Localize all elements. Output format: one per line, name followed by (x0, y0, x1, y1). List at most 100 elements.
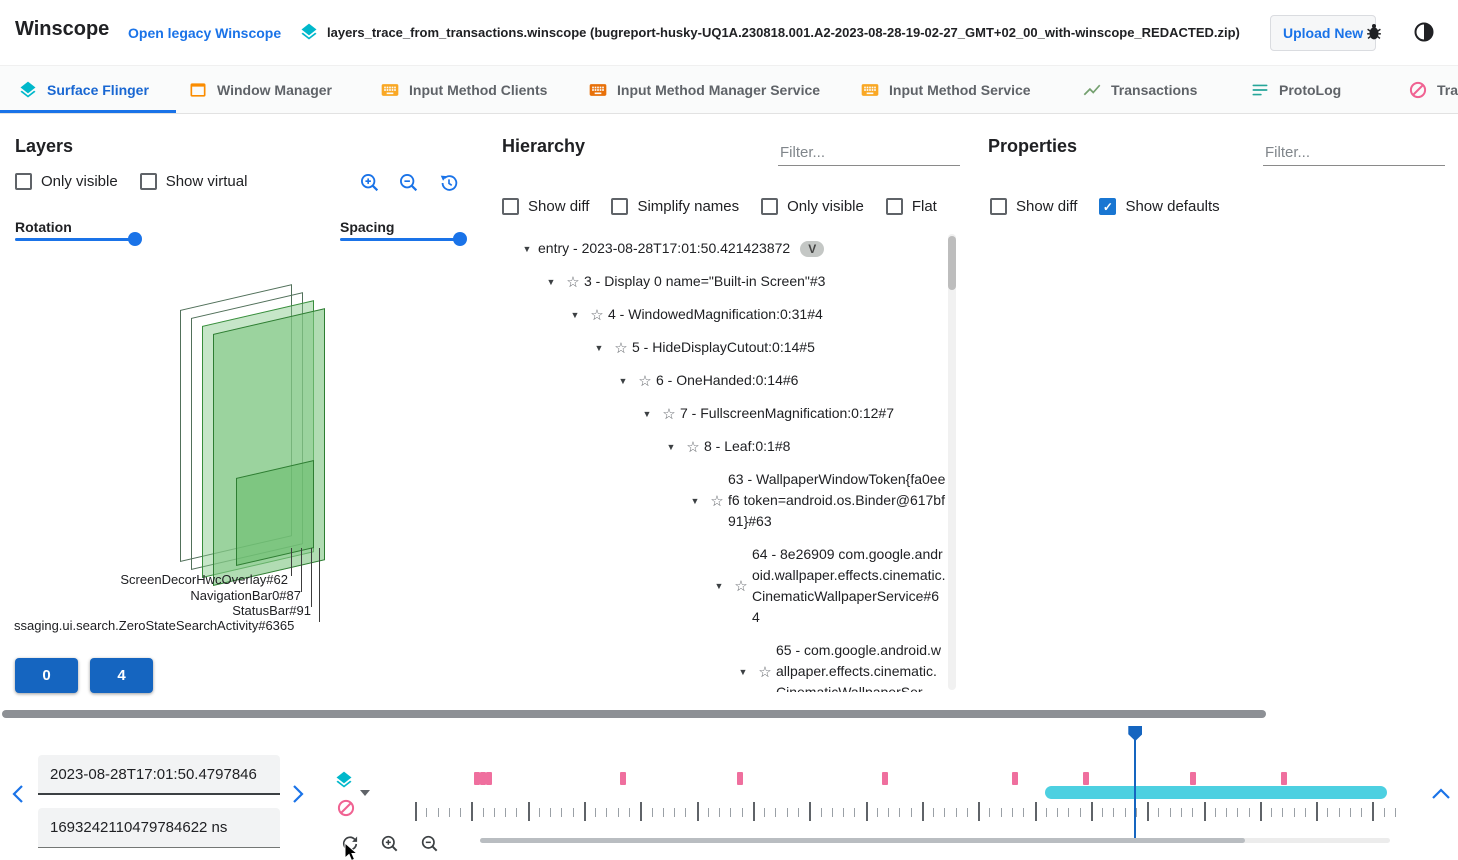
star-icon[interactable]: ☆ (686, 438, 700, 456)
upload-new-button[interactable]: Upload New (1270, 15, 1377, 51)
tree-node[interactable]: ▼ ☆ 3 - Display 0 name="Built-in Screen"… (502, 265, 946, 298)
scrollbar-thumb[interactable] (948, 236, 956, 290)
trace-event-mark[interactable] (1011, 772, 1018, 785)
star-icon[interactable]: ☆ (734, 578, 748, 595)
layers-trace-icon[interactable] (334, 770, 354, 790)
timeline-selection-bar[interactable] (1045, 786, 1388, 799)
scrollbar-thumb[interactable] (480, 838, 1245, 843)
tree-node[interactable]: ▼ ☆ 8 - Leaf:0:1#8 (502, 430, 946, 463)
tree-node[interactable]: ▼ ☆ 65 - com.google.android.wallpaper.ef… (502, 634, 946, 692)
trace-event-mark[interactable] (485, 772, 492, 785)
tab-input-method-clients[interactable]: Input Method Clients (380, 66, 547, 113)
expand-caret-icon[interactable]: ▼ (642, 408, 652, 419)
bug-report-icon[interactable] (1363, 21, 1385, 43)
ruler-tick (1338, 808, 1340, 817)
show-diff-checkbox[interactable]: Show diff (990, 198, 1077, 215)
tree-node[interactable]: ▼ ☆ 4 - WindowedMagnification:0:31#4 (502, 298, 946, 331)
ruler-tick (843, 808, 845, 817)
timeline-canvas[interactable] (415, 726, 1396, 848)
trace-tabbar: Surface Flinger Window Manager Input Met… (0, 65, 1458, 114)
tab-transactions[interactable]: Transactions (1082, 66, 1197, 113)
timeline-cursor-flag[interactable] (1128, 726, 1143, 741)
timeline-scrollbar[interactable] (480, 838, 1390, 843)
zoom-out-icon[interactable] (398, 172, 420, 194)
timeline-zoom-out-icon[interactable] (420, 834, 440, 854)
expand-caret-icon[interactable]: ▼ (522, 243, 532, 254)
next-entry-chevron-icon[interactable] (290, 784, 306, 804)
tab-window-manager[interactable]: Window Manager (188, 66, 332, 113)
list-icon (1250, 80, 1270, 100)
zoom-in-icon[interactable] (359, 172, 381, 194)
refresh-zoom-icon[interactable] (340, 834, 360, 854)
only-visible-checkbox[interactable]: Only visible (761, 198, 864, 215)
reset-view-icon[interactable] (438, 172, 460, 194)
slider-thumb[interactable] (453, 232, 467, 246)
tab-protolog[interactable]: ProtoLog (1250, 66, 1341, 113)
tree-node-label: entry - 2023-08-28T17:01:50.421423872 (538, 240, 791, 256)
expand-caret-icon[interactable]: ▼ (570, 309, 580, 320)
star-icon[interactable]: ☆ (614, 339, 628, 357)
rotation-slider[interactable] (15, 232, 142, 246)
show-diff-checkbox[interactable]: Show diff (502, 198, 589, 215)
timeline-cursor-line[interactable] (1134, 726, 1137, 838)
trace-event-mark[interactable] (737, 772, 744, 785)
trace-event-mark[interactable] (619, 772, 626, 785)
display-button-0[interactable]: 0 (15, 658, 78, 693)
tree-node[interactable]: ▼ ☆ 5 - HideDisplayCutout:0:14#5 (502, 331, 946, 364)
tab-surface-flinger[interactable]: Surface Flinger (18, 66, 149, 113)
only-visible-checkbox[interactable]: Only visible (15, 173, 118, 190)
expand-caret-icon[interactable]: ▼ (546, 276, 556, 287)
trace-event-mark[interactable] (1190, 772, 1197, 785)
collapse-timeline-chevron-icon[interactable] (1430, 786, 1450, 806)
tree-node[interactable]: ▼ ☆ 64 - 8e26909 com.google.android.wall… (502, 538, 946, 634)
trace-event-mark[interactable] (479, 772, 486, 785)
simplify-names-checkbox[interactable]: Simplify names (611, 198, 739, 215)
trace-event-mark[interactable] (1083, 772, 1090, 785)
timestamp-human-input[interactable] (38, 755, 280, 795)
tab-input-method-manager-service[interactable]: Input Method Manager Service (588, 66, 820, 113)
star-icon[interactable]: ☆ (638, 372, 652, 390)
dark-mode-toggle-icon[interactable] (1412, 20, 1436, 44)
show-defaults-checkbox[interactable]: ✓ Show defaults (1099, 198, 1220, 215)
star-icon[interactable]: ☆ (710, 492, 724, 510)
open-legacy-link[interactable]: Open legacy Winscope (128, 25, 282, 41)
expand-caret-icon[interactable]: ▼ (714, 581, 724, 591)
hierarchy-filter-input[interactable] (778, 140, 960, 166)
transition-trace-icon[interactable] (336, 798, 356, 818)
tree-node[interactable]: ▼ ☆ 63 - WallpaperWindowToken{fa0eef6 to… (502, 463, 946, 538)
ruler-tick (1316, 802, 1319, 821)
properties-filter-input[interactable] (1263, 140, 1445, 166)
tree-node-entry[interactable]: ▼ entry - 2023-08-28T17:01:50.421423872 … (502, 232, 946, 265)
hierarchy-scrollbar[interactable] (948, 234, 956, 690)
ruler-tick (1079, 808, 1081, 817)
trace-event-mark[interactable] (473, 772, 480, 785)
ruler-tick (1383, 808, 1385, 817)
trace-event-mark[interactable] (1281, 772, 1288, 785)
star-icon[interactable]: ☆ (758, 663, 772, 681)
content-scrollbar[interactable] (2, 710, 1266, 718)
prev-entry-chevron-icon[interactable] (10, 784, 26, 804)
star-icon[interactable]: ☆ (566, 273, 580, 291)
layer-rect[interactable] (236, 459, 314, 566)
expand-caret-icon[interactable]: ▼ (738, 666, 748, 677)
expand-caret-icon[interactable]: ▼ (594, 342, 604, 353)
display-button-4[interactable]: 4 (90, 658, 153, 693)
tab-transitions[interactable]: Tra (1408, 66, 1458, 113)
expand-caret-icon[interactable]: ▼ (618, 375, 628, 386)
show-virtual-checkbox[interactable]: Show virtual (139, 173, 247, 190)
expand-caret-icon[interactable]: ▼ (690, 495, 700, 506)
trace-event-mark[interactable] (882, 772, 889, 785)
flat-checkbox[interactable]: Flat (885, 198, 937, 215)
expand-caret-icon[interactable]: ▼ (666, 441, 676, 452)
spacing-slider[interactable] (340, 232, 467, 246)
tree-node[interactable]: ▼ ☆ 6 - OneHanded:0:14#6 (502, 364, 946, 397)
ruler-tick (730, 808, 732, 817)
chevron-down-icon[interactable] (360, 783, 370, 801)
star-icon[interactable]: ☆ (590, 306, 604, 324)
star-icon[interactable]: ☆ (662, 405, 676, 423)
tree-node[interactable]: ▼ ☆ 7 - FullscreenMagnification:0:12#7 (502, 397, 946, 430)
timestamp-ns-input[interactable] (38, 808, 280, 848)
slider-thumb[interactable] (128, 232, 142, 246)
timeline-zoom-in-icon[interactable] (380, 834, 400, 854)
tab-input-method-service[interactable]: Input Method Service (860, 66, 1031, 113)
